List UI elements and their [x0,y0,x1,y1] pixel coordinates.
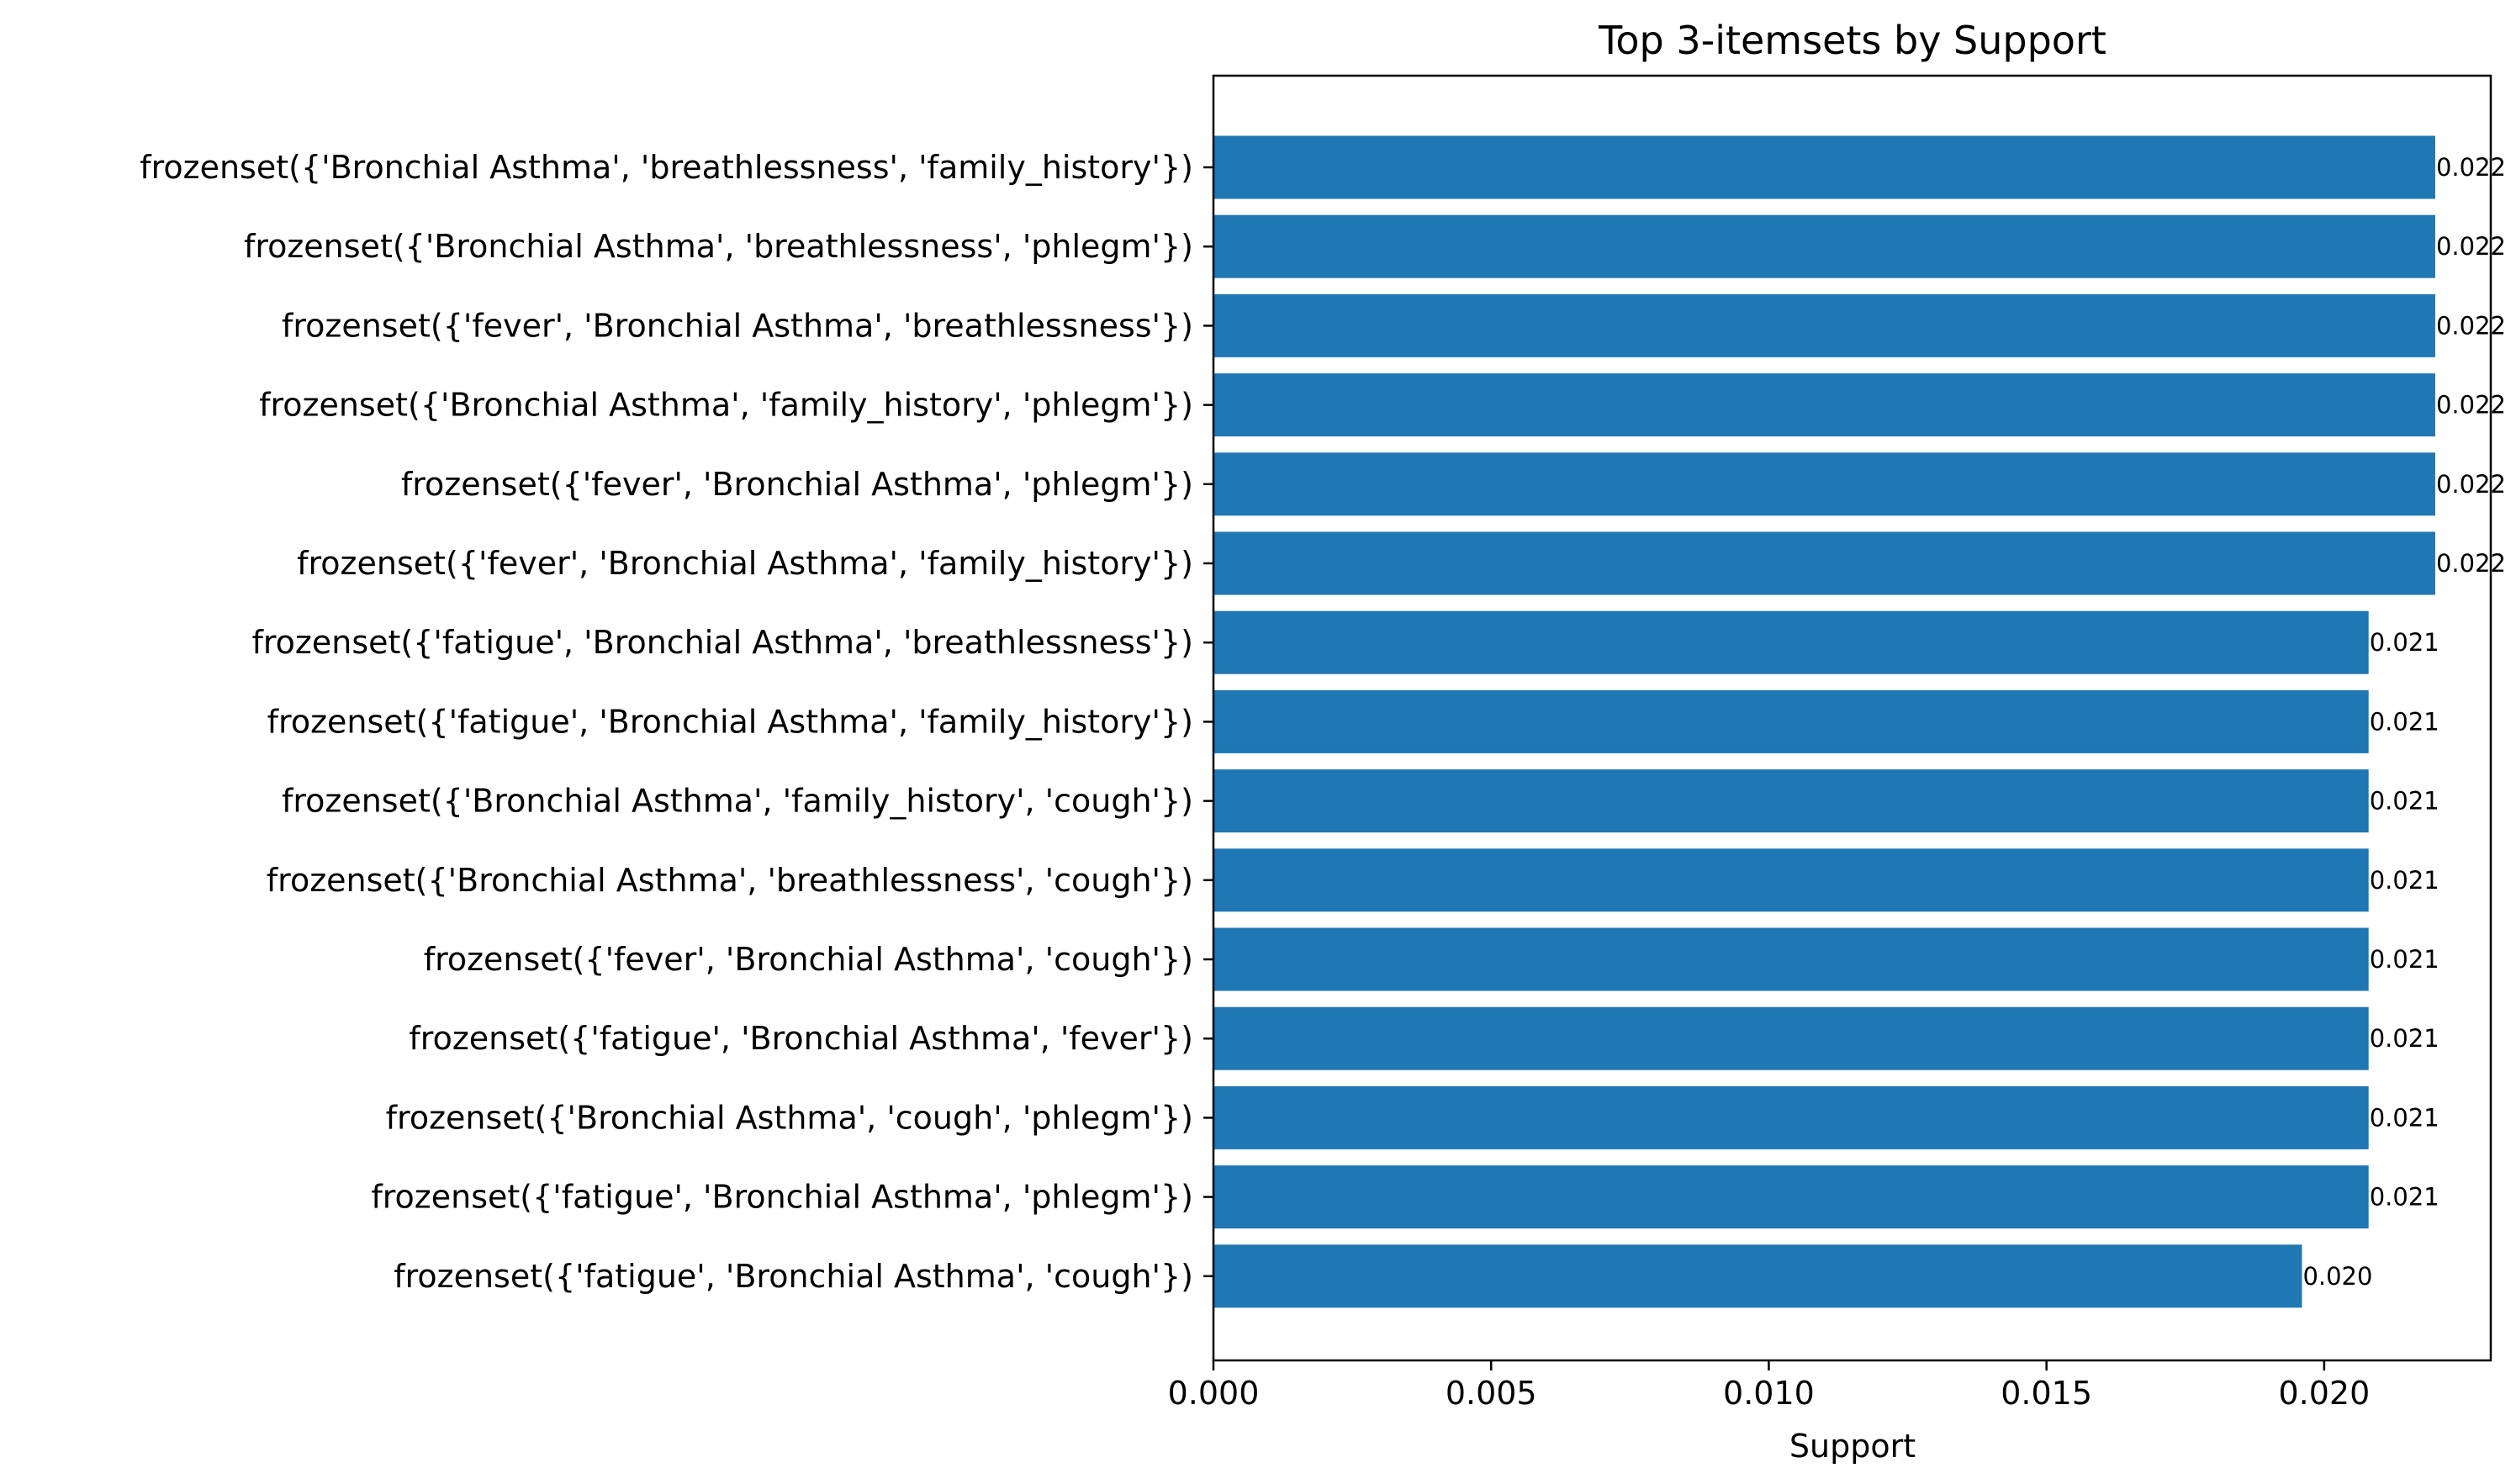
bar [1213,1165,2369,1229]
bar [1213,1085,2369,1149]
bar-value-label: 0.021 [2370,707,2439,736]
y-tick-label: frozenset({'fatigue', 'Bronchial Asthma'… [394,1258,1193,1295]
bar-value-label: 0.020 [2302,1262,2372,1291]
bar-value-label: 0.021 [2370,1183,2439,1212]
x-ticks-group: 0.000 0.005 0.010 0.015 0.020 [1168,1360,2370,1412]
y-tick-label: frozenset({'Bronchial Asthma', 'breathle… [140,149,1193,186]
y-tick-labels-group: frozenset({'Bronchial Asthma', 'breathle… [140,149,1213,1295]
bar-value-label: 0.021 [2370,1103,2439,1132]
x-tick-label: 0.020 [2278,1375,2370,1412]
bar [1213,452,2435,516]
plot-area-frame [1212,74,2492,1362]
value-labels-group: 0.022 0.022 0.022 0.022 0.022 0.022 0.021 0.021… [2302,153,2506,1291]
y-tick-label: frozenset({'Bronchial Asthma', 'family_h… [259,387,1193,424]
x-tick-label: 0.015 [2001,1375,2092,1412]
bar [1213,135,2435,199]
y-tick-label: frozenset({'fatigue', 'Bronchial Asthma'… [409,1020,1193,1057]
bar [1213,1244,2302,1308]
x-tick-label: 0.000 [1168,1375,1260,1412]
bar [1213,689,2369,753]
bar-value-label: 0.021 [2370,787,2439,816]
bar [1213,610,2369,674]
bar-value-label: 0.021 [2370,866,2439,895]
bar-value-label: 0.021 [2370,628,2439,657]
bar [1213,293,2435,357]
bar-value-label: 0.022 [2436,549,2506,578]
bar [1213,1006,2369,1070]
x-tick-label: 0.010 [1723,1375,1815,1412]
bar-value-label: 0.022 [2436,153,2506,182]
bar-value-label: 0.022 [2436,470,2506,499]
y-tick-label: frozenset({'fatigue', 'Bronchial Asthma'… [252,624,1193,661]
y-tick-label: frozenset({'fatigue', 'Bronchial Asthma'… [371,1179,1193,1216]
y-tick-label: frozenset({'Bronchial Asthma', 'breathle… [244,228,1193,265]
bar [1213,373,2435,437]
bar-value-label: 0.022 [2436,311,2506,340]
bar [1213,531,2435,595]
bar-value-label: 0.021 [2370,945,2439,974]
y-tick-label: frozenset({'Bronchial Asthma', 'breathle… [267,862,1193,899]
x-axis-label: Support [1789,1428,1916,1465]
y-tick-label: frozenset({'fever', 'Bronchial Asthma', … [282,307,1193,344]
bar [1213,214,2435,278]
bar-value-label: 0.021 [2370,1024,2439,1053]
y-tick-label: frozenset({'Bronchial Asthma', 'cough', … [386,1099,1193,1136]
y-tick-label: frozenset({'Bronchial Asthma', 'family_h… [282,783,1193,820]
bar [1213,769,2369,833]
y-tick-label: frozenset({'fever', 'Bronchial Asthma', … [424,941,1193,978]
bar-value-label: 0.022 [2436,232,2506,261]
y-tick-label: frozenset({'fatigue', 'Bronchial Asthma'… [267,703,1193,740]
bars-group [1213,135,2435,1308]
chart-title: Top 3-itemsets by Support [1598,18,2106,63]
x-tick-label: 0.005 [1446,1375,1537,1412]
y-tick-label: frozenset({'fever', 'Bronchial Asthma', … [297,545,1193,582]
bar [1213,927,2369,991]
bar-value-label: 0.022 [2436,391,2506,420]
y-tick-label: frozenset({'fever', 'Bronchial Asthma', … [401,466,1193,503]
bar [1213,848,2369,912]
